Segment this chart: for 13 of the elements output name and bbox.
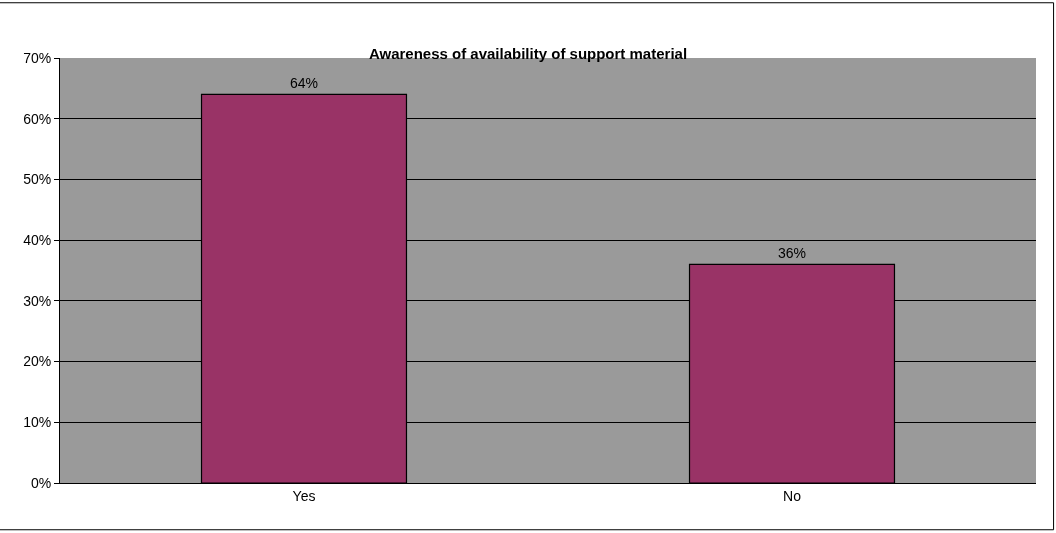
y-tick-label: 30% <box>23 292 52 309</box>
y-tick-label: 10% <box>23 414 52 431</box>
y-tick-label: 0% <box>30 474 52 491</box>
y-tick-label: 40% <box>23 232 52 249</box>
y-tick-label: 50% <box>23 171 52 188</box>
y-tick-label: 70% <box>23 49 52 66</box>
chart-title: Awareness of availability of support material <box>368 44 688 62</box>
x-tick-label: Yes <box>292 487 316 504</box>
y-tick-label: 60% <box>23 110 52 127</box>
data-label: 64% <box>289 75 319 92</box>
y-tick-label: 20% <box>23 353 52 370</box>
data-label: 36% <box>777 245 807 262</box>
x-tick-label: No <box>783 487 802 504</box>
